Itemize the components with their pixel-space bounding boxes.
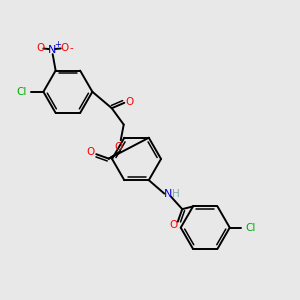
- Text: O: O: [169, 220, 177, 230]
- Text: O: O: [87, 147, 95, 158]
- Text: O: O: [115, 142, 123, 152]
- Text: O: O: [61, 43, 69, 53]
- Text: +: +: [54, 40, 61, 49]
- Text: N: N: [164, 190, 172, 200]
- Text: Cl: Cl: [16, 87, 27, 97]
- Text: O: O: [126, 97, 134, 106]
- Text: Cl: Cl: [245, 223, 256, 232]
- Text: N: N: [48, 45, 56, 55]
- Text: O: O: [36, 43, 44, 53]
- Text: -: -: [70, 43, 74, 53]
- Text: H: H: [172, 190, 180, 200]
